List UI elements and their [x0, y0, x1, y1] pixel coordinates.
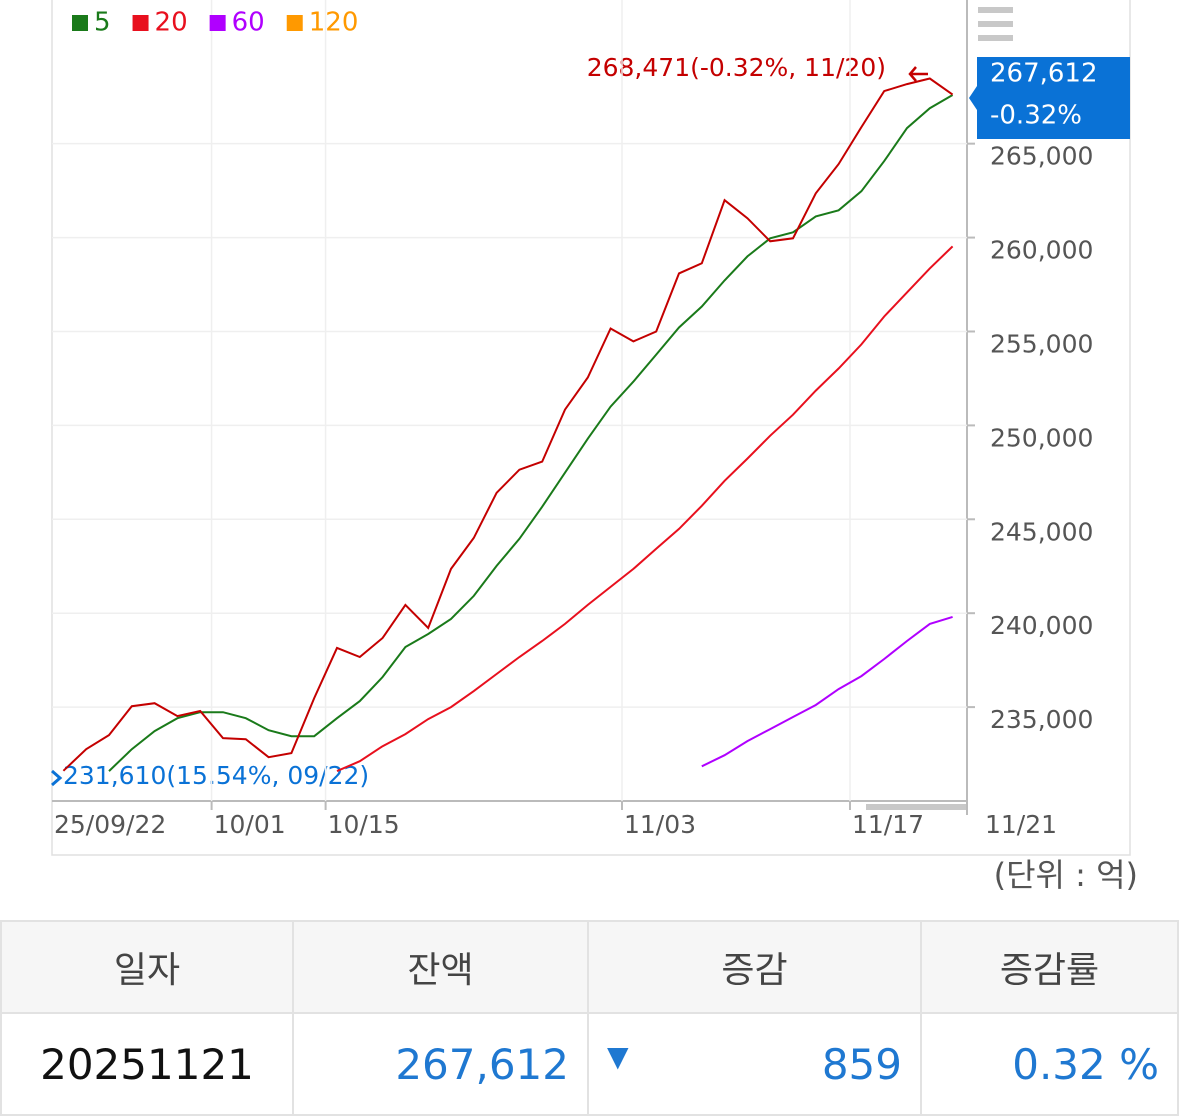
last-value-tag: [969, 57, 1130, 139]
x-tick-label: 11/21: [985, 810, 1057, 839]
unit-label: (단위 : 억): [994, 856, 1138, 894]
series-line: [62, 77, 954, 772]
legend-swatch: [132, 15, 149, 31]
legend-label: 5: [94, 8, 111, 38]
y-tick-label: 265,000: [990, 142, 1093, 171]
rate-cell: 0.32 %: [920, 1012, 1179, 1116]
chart-frame: [51, 0, 1131, 856]
y-tick-label: 260,000: [990, 236, 1093, 265]
last-change-text: -0.32%: [990, 101, 1082, 131]
min-arrow: [51, 769, 63, 787]
series-line: [336, 245, 954, 773]
legend-swatch: [286, 15, 303, 31]
change-value: 859: [821, 1039, 902, 1089]
y-tick-label: 245,000: [990, 517, 1093, 546]
menu-icon[interactable]: [978, 7, 1013, 41]
x-tick-label: 11/03: [624, 810, 696, 839]
menu-bar: [978, 7, 1013, 13]
change-cell: ▼ 859: [587, 1012, 922, 1116]
header-row: 일자 잔액 증감 증감률: [0, 920, 1179, 1014]
date-cell: 20251121: [0, 1012, 294, 1116]
chart: 267,612 -0.32% 268,471(-0.32%, 11/20) 23…: [51, 0, 1138, 894]
y-tick-label: 255,000: [990, 329, 1093, 358]
header-cell: 잔액: [292, 920, 589, 1014]
x-tick-label: 11/17: [852, 810, 924, 839]
header-cell: 증감: [587, 920, 922, 1014]
legend-swatch: [72, 15, 88, 31]
x-tick-label: 10/15: [328, 810, 400, 839]
series-line: [701, 615, 953, 768]
legend-label: 120: [309, 8, 359, 38]
x-tick-label: 10/01: [214, 810, 286, 839]
legend-label: 60: [232, 8, 265, 38]
menu-bar: [978, 35, 1013, 41]
down-arrow: ▼: [607, 1039, 629, 1073]
max-annotation: 268,471(-0.32%, 11/20): [587, 53, 886, 82]
y-tick-label: 235,000: [990, 705, 1093, 734]
last-value-text: 267,612: [990, 59, 1098, 89]
y-tick-label: 240,000: [990, 611, 1093, 640]
min-annotation: 231,610(15.54%, 09/22): [63, 761, 369, 790]
legend-label: 20: [155, 8, 188, 38]
legend-swatch: [209, 15, 226, 31]
menu-bar: [978, 21, 1013, 27]
data-table: 일자 잔액 증감 증감률 20251121 267,612 ▼ 859 0.32…: [0, 920, 1179, 1116]
x-tick-label: 25/09/22: [54, 810, 166, 839]
series-line: [108, 94, 954, 772]
scroll-bar[interactable]: [866, 804, 966, 810]
max-arrow: [908, 66, 928, 82]
header-cell: 일자: [0, 920, 294, 1014]
data-row: 20251121 267,612 ▼ 859 0.32 %: [0, 1012, 1179, 1116]
balance-cell: 267,612: [292, 1012, 589, 1116]
y-tick-label: 250,000: [990, 423, 1093, 452]
header-cell: 증감률: [920, 920, 1179, 1014]
